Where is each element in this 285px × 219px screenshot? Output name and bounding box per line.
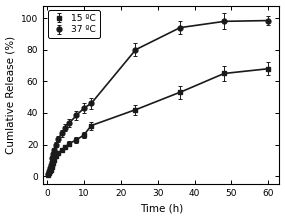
Y-axis label: Cumlative Release (%): Cumlative Release (%) <box>5 36 16 154</box>
X-axis label: Time (h): Time (h) <box>140 203 183 214</box>
Legend: 15 ºC, 37 ºC: 15 ºC, 37 ºC <box>48 10 99 38</box>
